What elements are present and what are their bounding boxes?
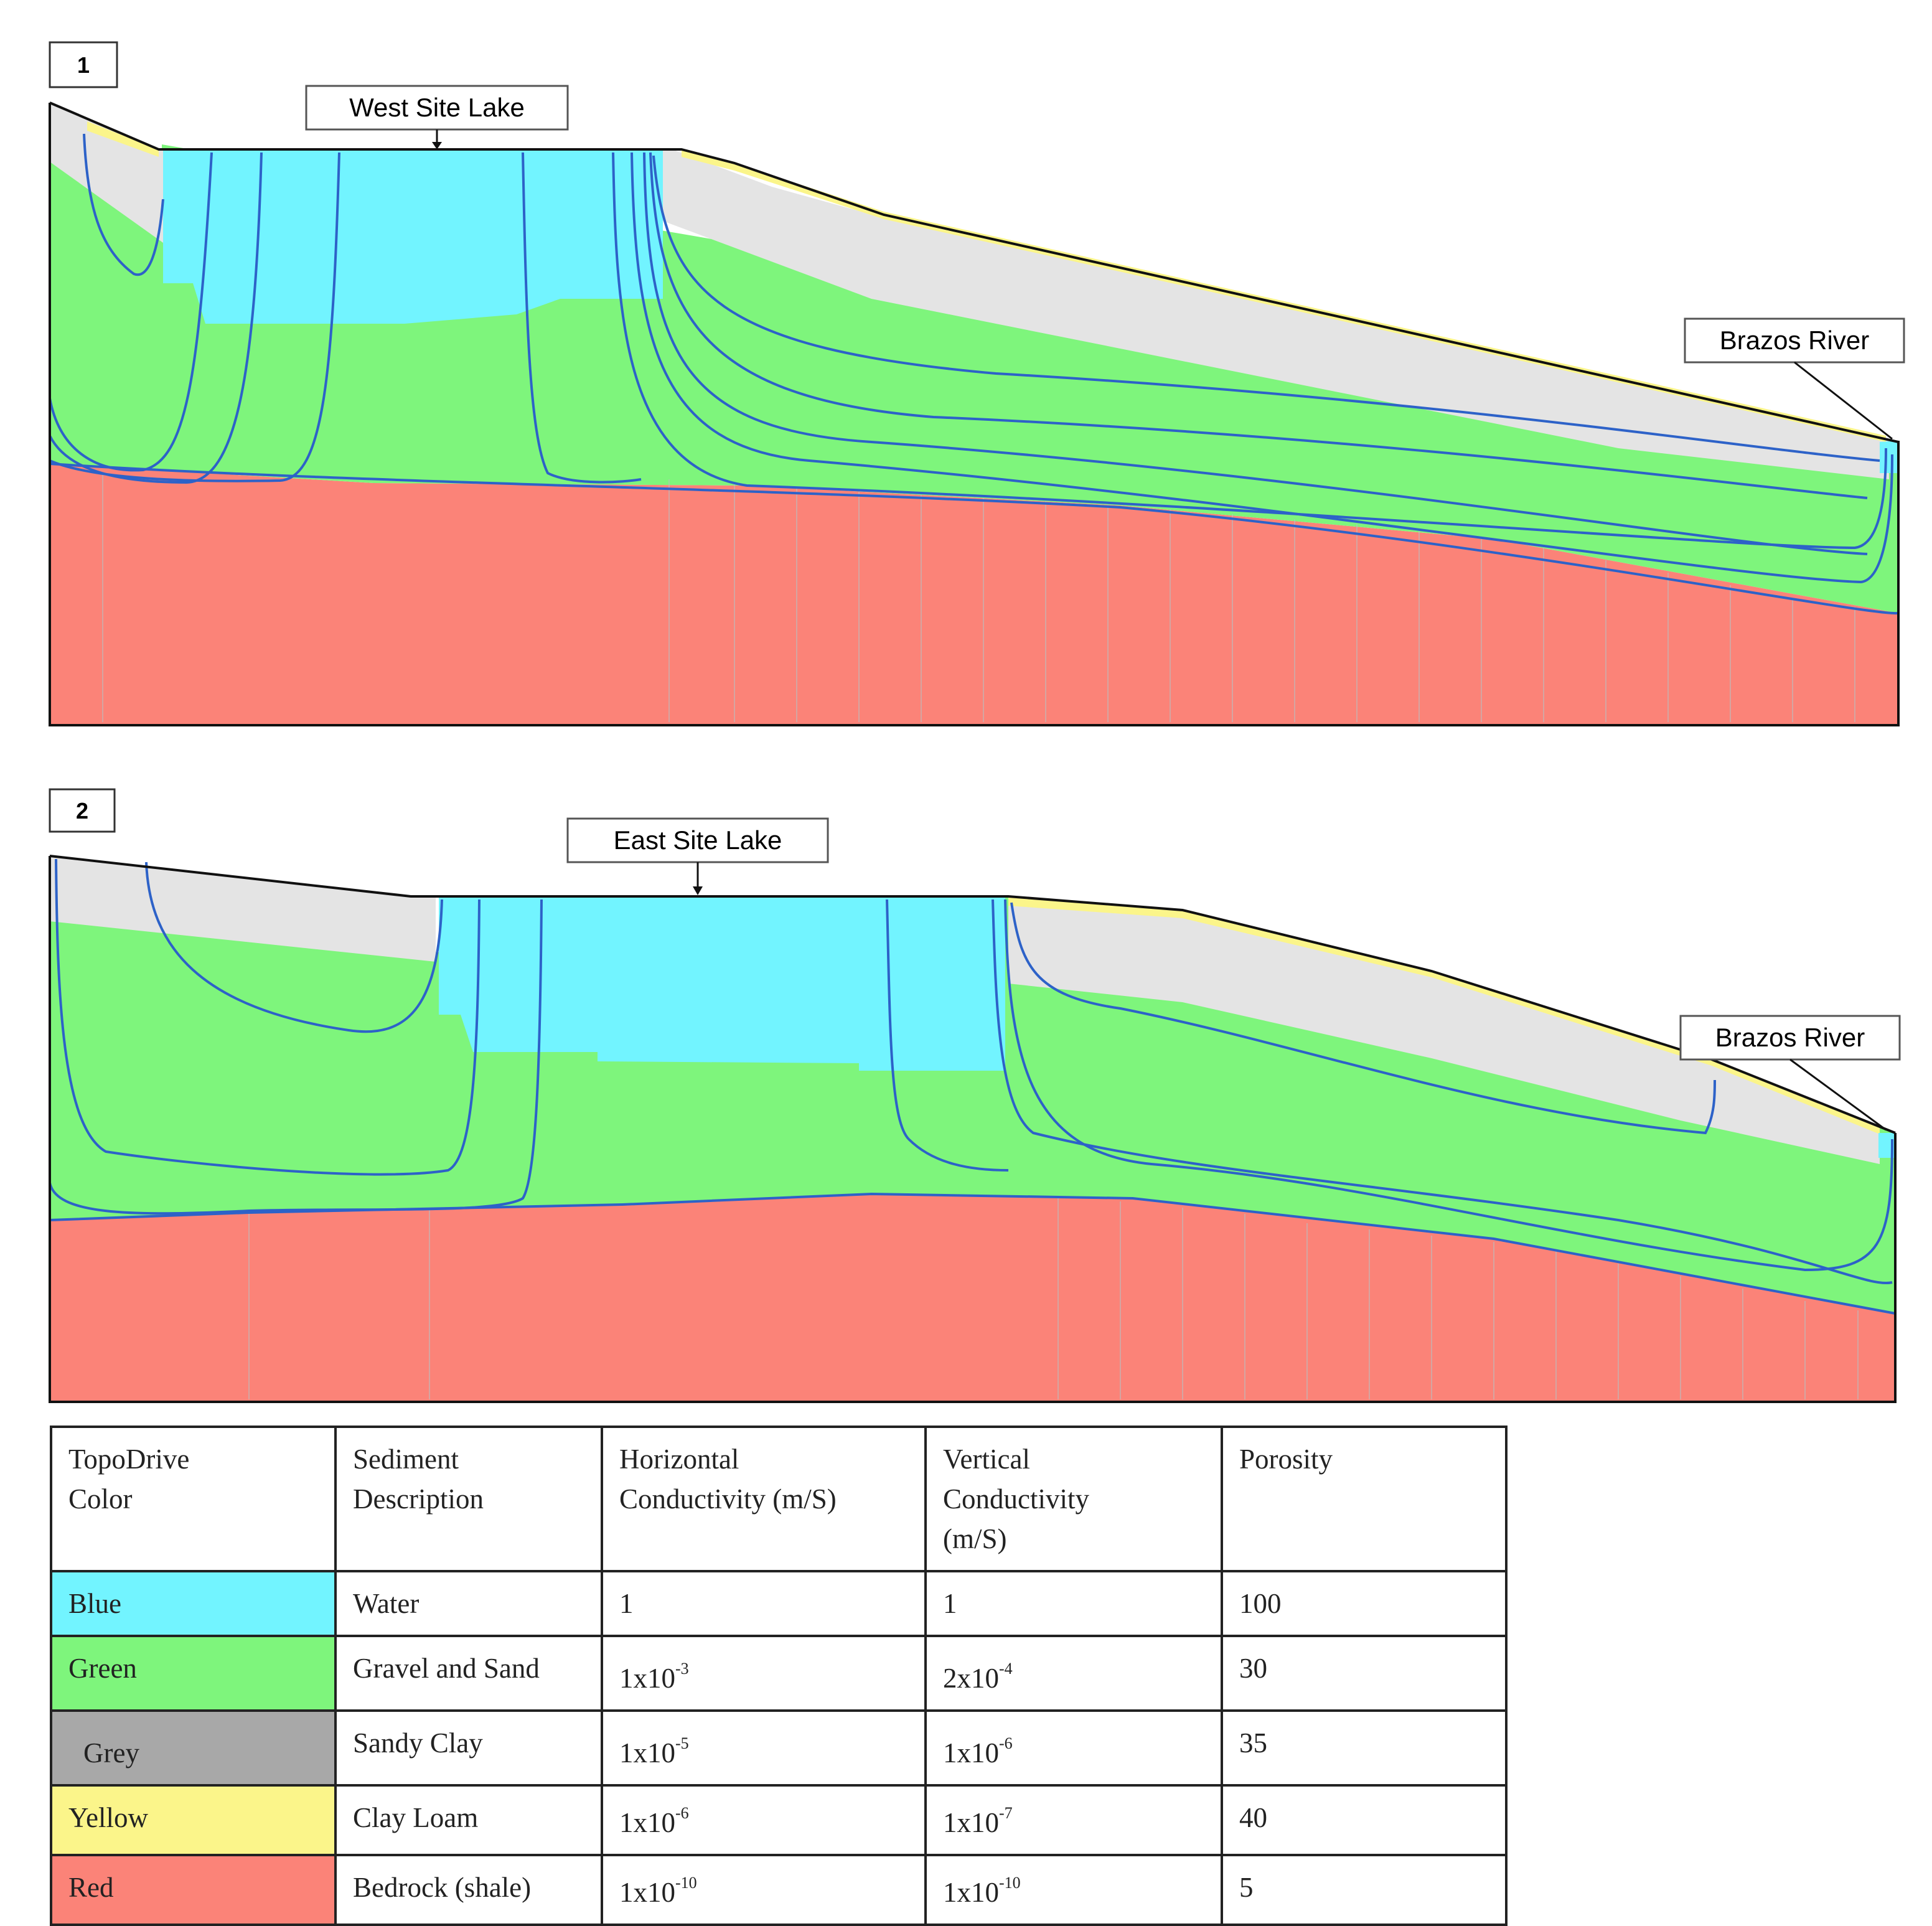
vertical-cell: 1x10-10: [924, 1854, 1223, 1926]
table-header-row: TopoDrive Color Sediment Description Hor…: [50, 1426, 1508, 1572]
vertical-cell: 1x10-6: [924, 1709, 1223, 1787]
svg-text:East Site Lake: East Site Lake: [614, 825, 782, 855]
panel-number-2: 2: [49, 788, 116, 833]
table-row: Grey Sandy Clay 1x10-5 1x10-6 35: [50, 1709, 1508, 1787]
porosity-cell: 40: [1221, 1784, 1508, 1856]
horizontal-cell: 1x10-3: [601, 1635, 927, 1712]
bedrock-layer-2: [50, 1194, 1895, 1402]
svg-text:West Site Lake: West Site Lake: [349, 93, 525, 122]
porosity-cell: 35: [1221, 1709, 1508, 1787]
description-cell: Sandy Clay: [334, 1709, 603, 1787]
description-cell: Water: [334, 1570, 603, 1637]
porosity-cell: 30: [1221, 1635, 1508, 1712]
horizontal-cell: 1x10-10: [601, 1854, 927, 1926]
sandy-clay-layer-2-east: [1008, 896, 1880, 1164]
section-frame-2: [49, 856, 1897, 1403]
table-row: Blue Water 1 1 100: [50, 1570, 1508, 1637]
svg-text:Brazos River: Brazos River: [1715, 1023, 1865, 1052]
header-vertical-conductivity: Vertical Conductivity (m/S): [924, 1426, 1223, 1572]
color-swatch-red: Red: [50, 1854, 337, 1926]
header-porosity: Porosity: [1221, 1426, 1508, 1572]
sandy-clay-layer: [50, 103, 1889, 479]
table-row: Yellow Clay Loam 1x10-6 1x10-7 40: [50, 1784, 1508, 1856]
section-frame-1: [49, 103, 1900, 726]
cross-section-2: 2: [49, 788, 1901, 1403]
svg-text:Brazos River: Brazos River: [1720, 326, 1869, 355]
svg-text:2: 2: [76, 798, 88, 824]
grid-lines-1: [102, 473, 1855, 722]
clay-loam-layer: [87, 121, 159, 157]
bedrock-layer: [50, 464, 1898, 725]
land-surface-1: [49, 101, 1899, 443]
sandy-clay-layer-2: [50, 856, 436, 962]
vertical-cell: 1x10-7: [924, 1784, 1223, 1856]
description-cell: Clay Loam: [334, 1784, 603, 1856]
east-site-lake-water: [439, 896, 1005, 1071]
table-row: Green Gravel and Sand 1x10-3 2x10-4 30: [50, 1635, 1508, 1712]
description-cell: Gravel and Sand: [334, 1635, 603, 1712]
header-description: Sediment Description: [334, 1426, 603, 1572]
horizontal-cell: 1x10-5: [601, 1709, 927, 1787]
vertical-cell: 1: [924, 1570, 1223, 1637]
river-water-1: [1880, 441, 1898, 473]
west-site-lake-label: West Site Lake: [305, 85, 569, 149]
vertical-cell: 2x10-4: [924, 1635, 1223, 1712]
header-horizontal-conductivity: Horizontal Conductivity (m/S): [601, 1426, 927, 1572]
description-cell: Bedrock (shale): [334, 1854, 603, 1926]
color-swatch-blue: Blue: [50, 1570, 337, 1637]
table-row: Red Bedrock (shale) 1x10-10 1x10-10 5: [50, 1854, 1508, 1926]
grid-lines-2: [248, 1198, 1859, 1399]
clay-loam-layer-east: [682, 149, 1886, 442]
panel-number-1: 1: [49, 41, 118, 88]
svg-text:1: 1: [77, 52, 90, 78]
flow-lines-2: [49, 858, 1896, 1315]
cross-section-1: 1: [49, 41, 1905, 726]
color-swatch-grey: Grey: [50, 1709, 337, 1787]
porosity-cell: 100: [1221, 1570, 1508, 1637]
horizontal-cell: 1: [601, 1570, 927, 1637]
brazos-river-label-1: Brazos River: [1684, 317, 1905, 440]
flow-lines-1: [49, 133, 1899, 615]
horizontal-cell: 1x10-6: [601, 1784, 927, 1856]
sediment-properties-table: TopoDrive Color Sediment Description Hor…: [50, 1426, 1508, 1926]
west-site-lake-water: [163, 149, 663, 324]
color-swatch-yellow: Yellow: [50, 1784, 337, 1856]
header-color: TopoDrive Color: [50, 1426, 337, 1572]
color-swatch-green: Green: [50, 1635, 337, 1712]
brazos-river-label-2: Brazos River: [1679, 1015, 1901, 1131]
east-site-lake-label: East Site Lake: [566, 817, 829, 895]
porosity-cell: 5: [1221, 1854, 1508, 1926]
